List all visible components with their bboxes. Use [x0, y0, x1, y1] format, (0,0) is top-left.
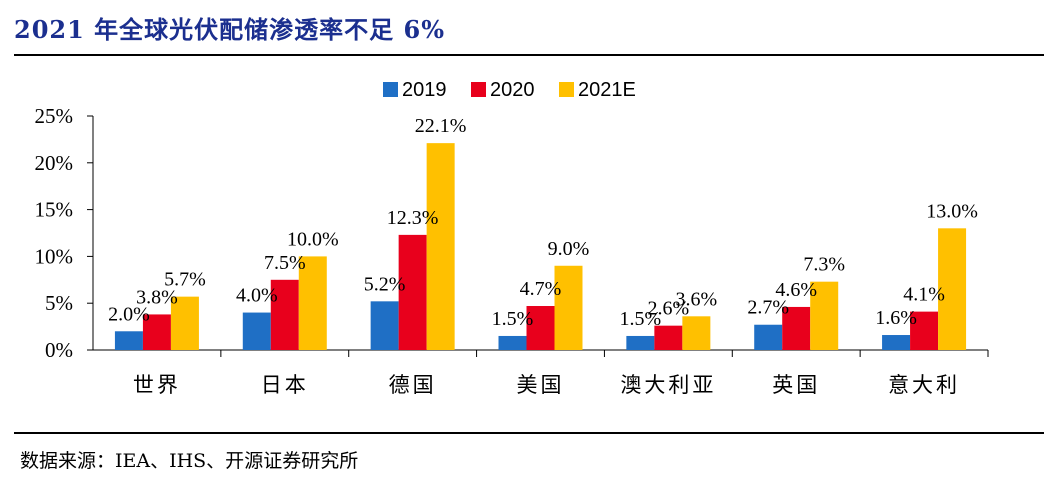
axes: 0% 5% 10% 15% 20% 25% 世界 日本 德国 美国 澳大利亚 英国 意大利 [35, 104, 989, 397]
data-label: 1.6% [875, 307, 917, 329]
data-label: 2.7% [747, 297, 789, 319]
legend-label: 2019 [402, 79, 447, 101]
legend-label: 2021E [578, 79, 636, 101]
x-tick-label: 英国 [772, 373, 820, 397]
bar [782, 306, 811, 350]
data-label: 4.7% [520, 278, 562, 300]
data-label: 13.0% [926, 200, 978, 222]
data-label: 4.1% [903, 284, 945, 306]
y-tick-label: 20% [35, 151, 74, 175]
legend-swatch [559, 82, 574, 97]
source-note: 数据来源：IEA、IHS、开源证券研究所 [20, 450, 359, 472]
bar [810, 281, 839, 350]
bar [498, 335, 527, 350]
legend-label: 2020 [490, 79, 535, 101]
data-label: 2.0% [108, 303, 150, 325]
data-label: 1.5% [620, 308, 662, 330]
x-tick-label: 世界 [133, 373, 181, 397]
bar [170, 296, 199, 350]
y-tick-label: 15% [35, 198, 74, 222]
x-tick-label: 日本 [261, 373, 309, 397]
data-label: 3.8% [136, 286, 178, 308]
data-label: 4.0% [236, 285, 278, 307]
bar [298, 256, 327, 350]
data-label: 22.1% [415, 115, 467, 137]
data-label: 12.3% [387, 207, 439, 229]
data-label: 2.6% [648, 298, 690, 320]
title-rule [14, 54, 1044, 56]
bar [554, 265, 583, 350]
data-label: 7.5% [264, 252, 306, 274]
data-label: 4.6% [775, 279, 817, 301]
x-tick-label: 澳大利亚 [620, 373, 716, 397]
data-label: 9.0% [548, 238, 590, 260]
bar [526, 306, 555, 350]
data-label: 7.3% [803, 254, 845, 276]
y-tick-label: 25% [35, 104, 74, 128]
x-tick-label: 美国 [517, 373, 565, 397]
bar [626, 335, 655, 350]
bar [398, 234, 427, 350]
data-label: 5.7% [164, 269, 206, 291]
bar [910, 311, 939, 350]
bar [142, 314, 171, 350]
data-label: 1.5% [492, 308, 534, 330]
data-labels: 2.0%3.8%5.7% 4.0% 7.5%10.0% 5.2% 12.3% 22.1% 1… [108, 115, 978, 330]
y-tick-label: 0% [45, 338, 73, 362]
bar [114, 331, 143, 350]
bar [654, 325, 683, 350]
chart-title: 2021 年全球光伏配储渗透率不足 6% [14, 15, 446, 44]
bar [242, 312, 271, 350]
x-tick-label: 德国 [389, 373, 437, 397]
data-label: 10.0% [287, 228, 339, 250]
y-tick-label: 10% [35, 244, 74, 268]
bar [938, 228, 967, 350]
data-label: 5.2% [364, 273, 406, 295]
bar [882, 335, 911, 350]
bar [370, 301, 399, 350]
source-rule [14, 432, 1044, 434]
bar [682, 316, 711, 350]
bar [270, 279, 299, 350]
bar [426, 143, 455, 350]
bar-chart: 2019 2020 2021E 0% 5% 10% 15% 20% 25% 世界 日本 德国 美国 澳大… [35, 79, 989, 397]
legend-swatch [471, 82, 486, 97]
bars [114, 143, 967, 350]
legend: 2019 2020 2021E [383, 79, 636, 101]
x-tick-label: 意大利 [888, 373, 960, 397]
y-tick-label: 5% [45, 291, 73, 315]
bar [754, 324, 783, 350]
legend-swatch [383, 82, 398, 97]
data-label: 3.6% [676, 288, 718, 310]
